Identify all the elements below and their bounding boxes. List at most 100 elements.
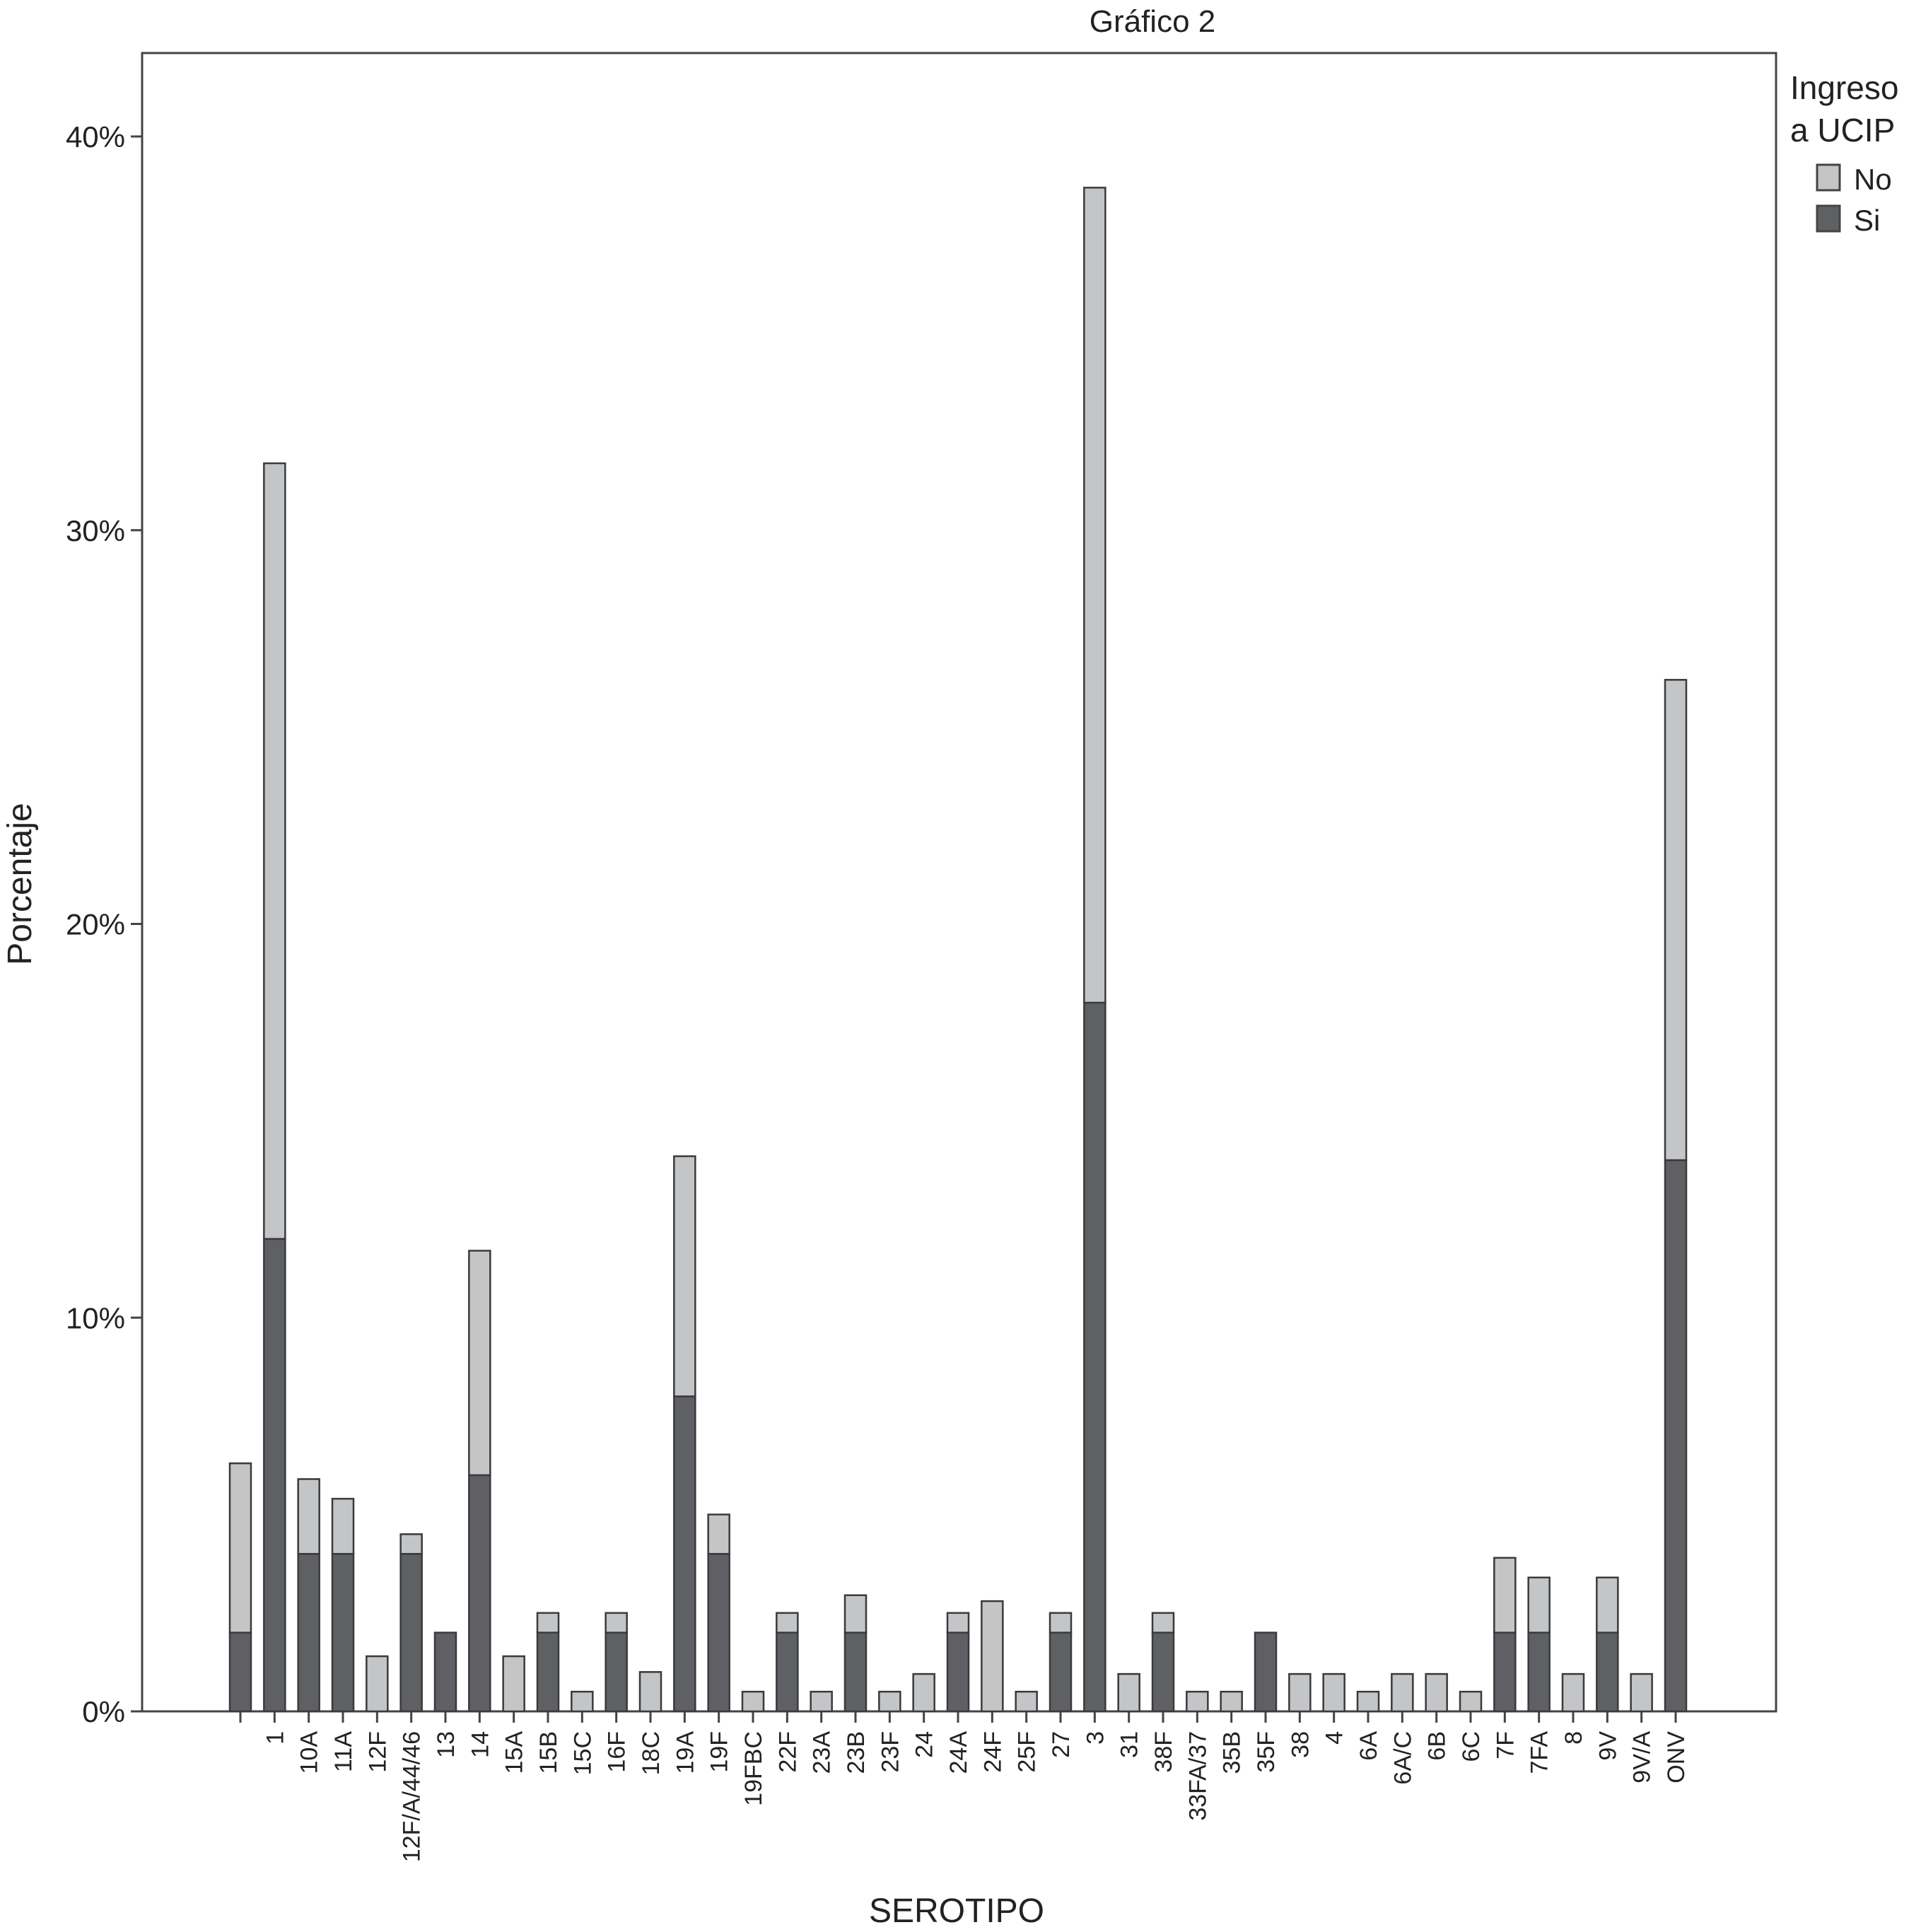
bar-segment-no — [912, 1672, 935, 1713]
bar-group — [946, 1612, 970, 1713]
x-tick-label: 10A — [296, 1731, 323, 1774]
bar-segment-no — [468, 1250, 491, 1477]
y-tick-label: 30% — [66, 514, 125, 547]
bar-segment-no — [1630, 1672, 1653, 1713]
bar-segment-no — [1459, 1690, 1483, 1713]
bar-segment-si — [1049, 1631, 1073, 1713]
bar-group — [571, 1690, 594, 1713]
x-tick-label: 18C — [638, 1731, 665, 1775]
x-tick-label: 1 — [262, 1731, 288, 1745]
bar-group — [1220, 1690, 1243, 1713]
x-tick-label: 8 — [1560, 1731, 1587, 1745]
bar-group — [1493, 1556, 1517, 1713]
bar-segment-si — [433, 1631, 457, 1713]
x-tick-label: 6A — [1355, 1731, 1382, 1761]
bar-segment-si — [946, 1631, 970, 1713]
x-tick-label: 4 — [1321, 1731, 1348, 1745]
x-tick-label: 22F — [774, 1731, 801, 1773]
bar-group — [399, 1533, 423, 1713]
bar-group — [502, 1655, 525, 1713]
bar-group — [366, 1655, 389, 1713]
x-tick-label: 35B — [1219, 1731, 1246, 1774]
bar-group — [912, 1672, 935, 1713]
x-tick-label: 38F — [1150, 1731, 1177, 1773]
bar-segment-si — [536, 1631, 560, 1713]
y-tick-label: 20% — [66, 908, 125, 941]
bar-group — [1322, 1672, 1345, 1713]
bar-group — [1254, 1631, 1278, 1713]
bar-group — [1425, 1672, 1448, 1713]
x-tick-label: 19F — [706, 1731, 733, 1773]
x-tick-label: 16F — [604, 1731, 631, 1773]
bar-segment-no — [1493, 1556, 1517, 1634]
bar-group — [638, 1671, 662, 1713]
bar-segment-no — [707, 1513, 730, 1555]
bar-segment-no — [638, 1671, 662, 1713]
legend-label-si: Si — [1854, 204, 1880, 237]
x-tick-label: 3 — [1082, 1731, 1109, 1745]
bar-segment-no — [1186, 1690, 1209, 1713]
x-axis-ticks: 1 10A 11A 12F 12F/A/44/46 13 14 15A 15B 15C 16F 18C… — [239, 1711, 1690, 1862]
bar-segment-no — [1288, 1672, 1312, 1713]
x-tick-label: 19A — [672, 1731, 699, 1774]
x-tick-label: 19FBC — [740, 1731, 767, 1806]
bar-segment-no — [776, 1612, 799, 1634]
plot-area: 0% 10% 20% 30% 40% 1 10A 11A 12F 12F/A/44/46 13 14… — [66, 52, 1777, 1862]
bar-segment-no — [1561, 1672, 1585, 1713]
x-tick-label: ONV — [1663, 1731, 1690, 1783]
x-tick-label: 24 — [911, 1731, 938, 1758]
bar-group — [1391, 1672, 1414, 1713]
x-tick-label: 33FA/37 — [1184, 1731, 1211, 1821]
x-tick-label: 15C — [569, 1731, 596, 1775]
bar-group — [1186, 1690, 1209, 1713]
bar-group — [1015, 1690, 1038, 1713]
chart-title: Gráfico 2 — [1090, 4, 1216, 39]
bar-group — [297, 1478, 320, 1713]
bar-segment-no — [1356, 1690, 1380, 1713]
bar-segment-no — [1220, 1690, 1243, 1713]
bar-segment-no — [1664, 679, 1688, 1161]
bar-segment-si — [1664, 1159, 1688, 1713]
bar-segment-no — [1015, 1690, 1038, 1713]
bar-group — [228, 1462, 252, 1713]
bar-segment-si — [843, 1631, 868, 1713]
bar-segment-no — [810, 1690, 833, 1713]
x-tick-label: 9V/A — [1629, 1731, 1656, 1783]
bar-group — [810, 1690, 833, 1713]
bar-segment-si — [707, 1553, 730, 1713]
bar-segment-si — [228, 1631, 252, 1713]
x-tick-label: 24F — [979, 1731, 1006, 1773]
x-tick-label: 13 — [433, 1731, 460, 1758]
bar-segment-si — [263, 1238, 286, 1713]
bar-segment-no — [1322, 1672, 1345, 1713]
x-tick-label: 23F — [877, 1731, 904, 1773]
bar-segment-no — [946, 1612, 970, 1634]
bar-segment-si — [297, 1553, 320, 1713]
y-tick-label: 40% — [66, 120, 125, 153]
x-tick-label: 15B — [535, 1731, 562, 1774]
x-tick-label: 14 — [467, 1731, 494, 1758]
legend-swatch-no — [1816, 163, 1841, 192]
plot-frame — [141, 52, 1777, 1713]
bar-segment-no — [1391, 1672, 1414, 1713]
bar-segment-si — [399, 1553, 423, 1713]
bar-group — [605, 1612, 628, 1713]
bar-group — [331, 1498, 355, 1713]
bar-segment-si — [1493, 1631, 1517, 1713]
bar-segment-no — [673, 1155, 696, 1397]
bar-group — [878, 1690, 901, 1713]
bar-segment-si — [1254, 1631, 1278, 1713]
legend: Ingreso a UCIP No Si — [1790, 69, 1898, 237]
x-tick-label: 9V — [1594, 1731, 1621, 1761]
bar-segment-no — [741, 1690, 765, 1713]
bar-segment-no — [1425, 1672, 1448, 1713]
bar-segment-no — [1151, 1612, 1175, 1634]
bar-segment-no — [605, 1612, 628, 1634]
bar-segment-si — [605, 1631, 628, 1713]
legend-swatch-si — [1816, 204, 1841, 233]
bar-segment-no — [981, 1600, 1004, 1713]
bar-group — [1561, 1672, 1585, 1713]
bar-group — [843, 1594, 868, 1713]
x-tick-label: 11A — [330, 1731, 357, 1772]
bar-segment-si — [1083, 1001, 1107, 1713]
